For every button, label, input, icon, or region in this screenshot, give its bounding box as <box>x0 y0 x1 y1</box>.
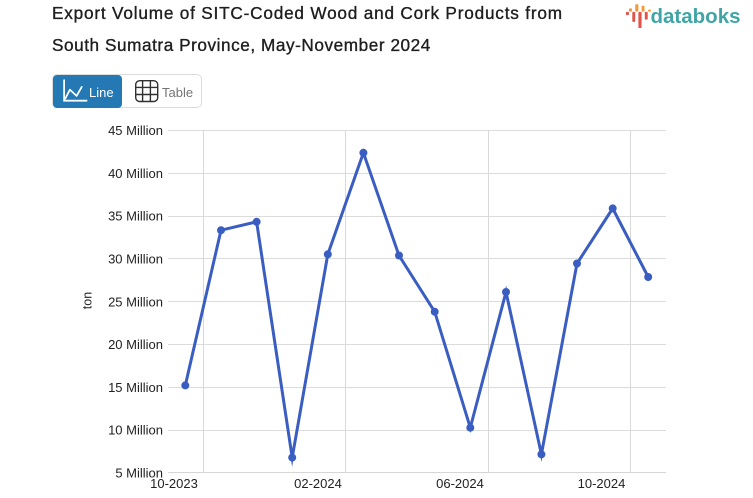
svg-text:20 Million: 20 Million <box>108 337 163 352</box>
svg-text:10-2024: 10-2024 <box>578 476 626 491</box>
svg-text:35 Million: 35 Million <box>108 209 163 224</box>
svg-text:10-2023: 10-2023 <box>150 476 198 491</box>
svg-text:02-2024: 02-2024 <box>294 476 342 491</box>
svg-text:5 Million: 5 Million <box>115 466 163 481</box>
svg-text:45 Million: 45 Million <box>108 123 163 138</box>
svg-text:40 Million: 40 Million <box>108 166 163 181</box>
svg-text:ton: ton <box>80 292 94 309</box>
svg-text:06-2024: 06-2024 <box>436 476 484 491</box>
svg-text:databoks: databoks <box>651 5 741 28</box>
svg-text:15 Million: 15 Million <box>108 380 163 395</box>
svg-text:10 Million: 10 Million <box>108 423 163 438</box>
svg-text:25 Million: 25 Million <box>108 294 163 309</box>
svg-text:30 Million: 30 Million <box>108 252 163 267</box>
